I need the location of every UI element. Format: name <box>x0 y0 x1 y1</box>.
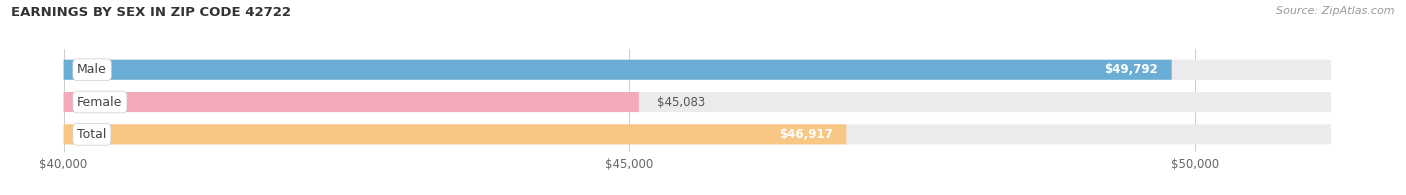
Text: Total: Total <box>77 128 107 141</box>
FancyBboxPatch shape <box>63 92 1331 112</box>
Text: EARNINGS BY SEX IN ZIP CODE 42722: EARNINGS BY SEX IN ZIP CODE 42722 <box>11 6 291 19</box>
FancyBboxPatch shape <box>63 60 1171 80</box>
FancyBboxPatch shape <box>63 124 846 144</box>
FancyBboxPatch shape <box>63 92 638 112</box>
Text: $49,792: $49,792 <box>1104 63 1159 76</box>
Text: $46,917: $46,917 <box>779 128 832 141</box>
Text: Male: Male <box>77 63 107 76</box>
Text: Female: Female <box>77 96 122 109</box>
FancyBboxPatch shape <box>63 60 1331 80</box>
Text: Source: ZipAtlas.com: Source: ZipAtlas.com <box>1277 6 1395 16</box>
Text: $45,083: $45,083 <box>657 96 706 109</box>
FancyBboxPatch shape <box>63 124 1331 144</box>
